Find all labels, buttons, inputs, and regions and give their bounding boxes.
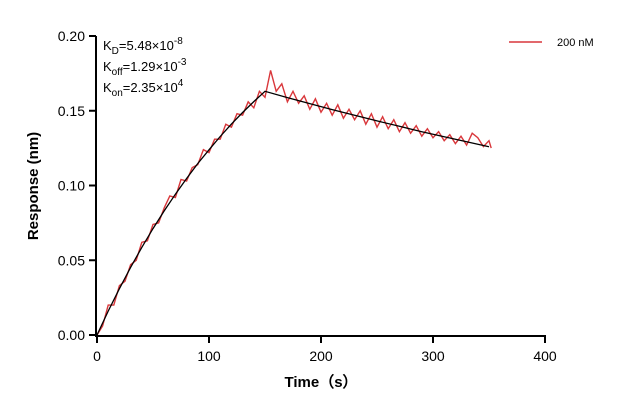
fit-line [96,90,490,336]
constant-on: Kon=2.35×104 [103,78,184,99]
x-axis-label: Time（s） [284,373,357,391]
x-tick-label: 300 [421,348,445,364]
constant-D: KD=5.48×10-8 [103,36,183,57]
x-tick-label: 100 [197,348,221,364]
y-ticks: 0.00 0.05 0.10 0.15 0.20 [58,28,96,343]
y-axis-label: Response (nm) [25,132,42,240]
constant-off: Koff=1.29×10-3 [103,57,187,78]
legend-label: 200 nM [557,37,594,49]
x-ticks: 0 100 200 300 400 [93,336,557,364]
series-200nm-line [96,70,492,336]
y-tick-label: 0.05 [58,252,85,268]
y-tick-label: 0.20 [58,28,85,44]
x-tick-label: 200 [309,348,333,364]
x-tick-label: 0 [93,348,101,364]
y-tick-label: 0.00 [58,327,85,343]
legend: 200 nM [509,37,594,49]
plot-area [96,70,492,336]
y-tick-label: 0.15 [58,103,85,119]
y-tick-label: 0.10 [58,178,85,194]
x-tick-label: 400 [533,348,557,364]
